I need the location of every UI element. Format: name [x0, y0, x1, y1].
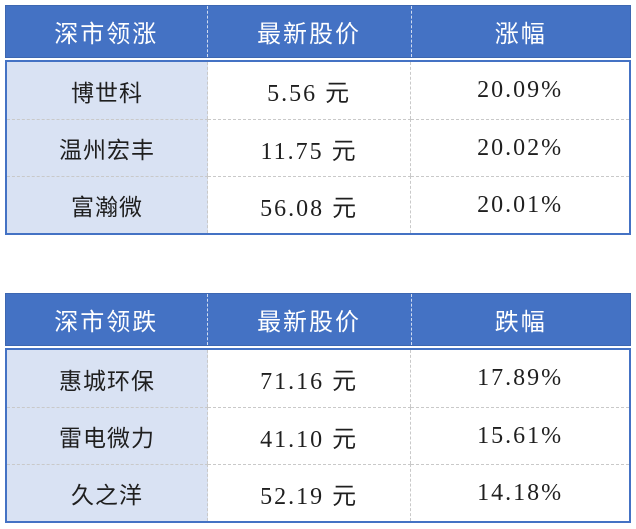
losers-header-row: 深市领跌 最新股价 跌幅: [5, 293, 631, 346]
change-cell: 20.02%: [411, 119, 629, 176]
price-cell: 52.19 元: [207, 464, 412, 521]
table-row: 富瀚微 56.08 元 20.01%: [7, 176, 629, 233]
price-cell: 71.16 元: [208, 350, 412, 407]
gainers-table-body: 博世科 5.56 元 20.09% 温州宏丰 11.75 元 20.02% 富瀚…: [5, 60, 631, 235]
header-cell-latest-price: 最新股价: [208, 294, 412, 345]
header-cell-latest-price: 最新股价: [208, 6, 412, 57]
losers-table: 深市领跌 最新股价 跌幅 惠城环保 71.16 元 17.89% 雷电微力 41…: [5, 293, 631, 523]
table-row: 温州宏丰 11.75 元 20.02%: [7, 119, 629, 176]
change-cell: 15.61%: [411, 407, 629, 464]
table-row: 雷电微力 41.10 元 15.61%: [7, 407, 629, 464]
table-row: 惠城环保 71.16 元 17.89%: [7, 350, 629, 407]
stock-name-cell: 雷电微力: [7, 407, 208, 464]
change-cell: 14.18%: [411, 464, 629, 521]
stock-name-cell: 惠城环保: [7, 350, 208, 407]
change-cell: 20.01%: [411, 176, 629, 233]
stock-name-cell: 温州宏丰: [7, 119, 208, 176]
price-cell: 41.10 元: [207, 407, 412, 464]
price-cell: 11.75 元: [207, 119, 412, 176]
change-cell: 17.89%: [477, 365, 564, 391]
stock-name-cell: 富瀚微: [7, 176, 208, 233]
stock-name-cell: 博世科: [7, 62, 208, 119]
price-cell: 56.08 元: [207, 176, 412, 233]
price-cell: 5.56 元: [208, 62, 412, 119]
header-cell-losers-title: 深市领跌: [6, 294, 208, 345]
stock-name-cell: 久之洋: [7, 464, 208, 521]
change-cell: 20.09%: [477, 77, 564, 103]
table-row: 久之洋 52.19 元 14.18%: [7, 464, 629, 521]
gainers-table: 深市领涨 最新股价 涨幅 博世科 5.56 元 20.09% 温州宏丰 11.7…: [5, 5, 631, 235]
header-cell-gainers-title: 深市领涨: [6, 6, 208, 57]
losers-table-body: 惠城环保 71.16 元 17.89% 雷电微力 41.10 元 15.61% …: [5, 348, 631, 523]
header-cell-loss: 跌幅: [494, 310, 547, 336]
table-row: 博世科 5.56 元 20.09%: [7, 62, 629, 119]
header-cell-gain: 涨幅: [494, 22, 547, 48]
gainers-header-row: 深市领涨 最新股价 涨幅: [5, 5, 631, 58]
